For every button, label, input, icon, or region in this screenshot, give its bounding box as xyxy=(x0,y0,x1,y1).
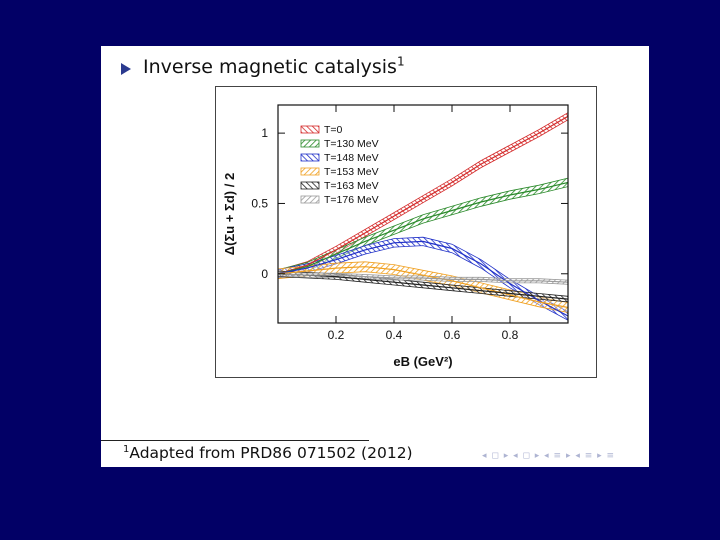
y-tick-label-0: 0 xyxy=(261,267,268,281)
legend-swatch-0 xyxy=(300,125,320,134)
legend-label-1: T=130 MeV xyxy=(324,138,379,150)
footnote-divider xyxy=(101,440,369,441)
slide-title-text: Inverse magnetic catalysis xyxy=(143,56,397,78)
legend-label-2: T=148 MeV xyxy=(324,152,379,164)
chart-svg: 0.2 0.4 0.6 0.8 0 0.5 1 T=0 T=130 MeV T=148 MeV T… xyxy=(222,104,569,369)
series-line-5 xyxy=(277,273,569,283)
series-line-2 xyxy=(277,240,569,317)
series-line-4 xyxy=(277,273,569,300)
series-line-0 xyxy=(277,115,569,275)
x-tick-label-3: 0.8 xyxy=(502,328,519,342)
title-footnote-mark: 1 xyxy=(396,54,405,69)
x-tick-label-2: 0.6 xyxy=(444,328,461,342)
bullet-triangle-icon xyxy=(121,63,131,75)
y-tick-label-2: 1 xyxy=(261,126,268,140)
beamer-navigation-icons[interactable]: ◂ ◻ ▸ ◂ ◻ ▸ ◂ ≡ ▸ ◂ ≡ ▸ ≡ xyxy=(482,451,616,461)
chart-figure: 0.2 0.4 0.6 0.8 0 0.5 1 T=0 T=130 MeV T=148 MeV T… xyxy=(215,86,597,378)
legend-swatch-1 xyxy=(300,139,320,148)
legend-label-5: T=176 MeV xyxy=(324,194,379,206)
footnote-mark: 1 xyxy=(123,443,130,455)
legend-label-4: T=163 MeV xyxy=(324,180,379,192)
y-tick-label-1: 0.5 xyxy=(251,196,268,210)
x-tick-label-1: 0.4 xyxy=(386,328,403,342)
slide: Inverse magnetic catalysis1 0.2 0.4 0.6 0.8… xyxy=(101,46,649,467)
series-line-3 xyxy=(277,266,569,309)
series-line-1 xyxy=(277,181,569,275)
legend-swatch-5 xyxy=(300,195,320,204)
slide-title: Inverse magnetic catalysis1 xyxy=(143,56,405,78)
legend-swatch-4 xyxy=(300,181,320,190)
legend-swatch-2 xyxy=(300,153,320,162)
footnote-text: Adapted from PRD86 071502 (2012) xyxy=(129,444,413,462)
x-axis-label: eB (GeV²) xyxy=(393,354,452,369)
x-tick-label-0: 0.2 xyxy=(328,328,345,342)
footnote: 1Adapted from PRD86 071502 (2012) xyxy=(123,444,413,462)
plot-frame xyxy=(277,104,569,324)
legend-label-0: T=0 xyxy=(324,124,343,136)
legend-label-3: T=153 MeV xyxy=(324,166,379,178)
legend-swatch-3 xyxy=(300,167,320,176)
y-axis-label: Δ(Σu + Σd) / 2 xyxy=(222,173,237,255)
